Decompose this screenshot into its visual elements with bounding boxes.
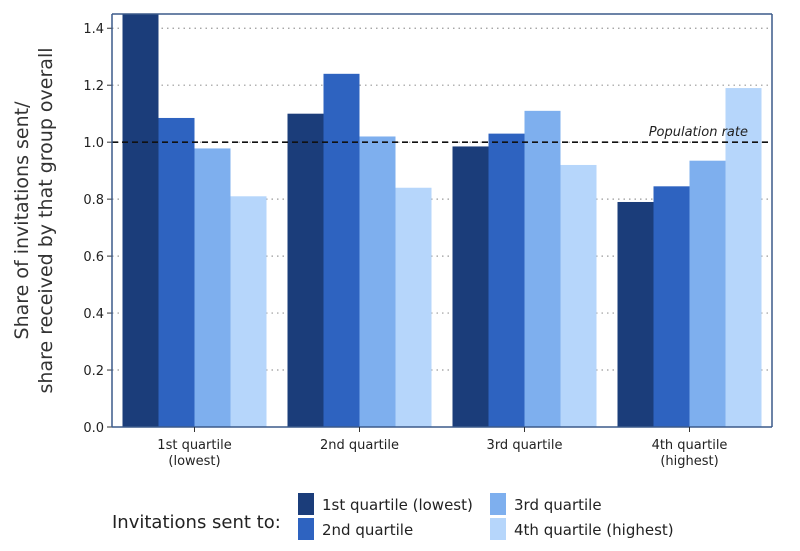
bar-2-1: [287, 113, 324, 428]
y-tick-label: 0.6: [83, 250, 104, 265]
bar-4-3: [689, 160, 726, 427]
legend-label-1: 1st quartile (lowest): [322, 496, 473, 514]
population-rate-label: Population rate: [649, 125, 748, 140]
x-axis-categories: 1st quartile(lowest) 2nd quartile 3rd quar…: [157, 427, 727, 469]
x-category-label: (lowest): [168, 454, 220, 469]
bar-4-1: [617, 201, 654, 427]
bar-4-2: [653, 186, 690, 427]
y-tick-label: 1.2: [83, 79, 104, 94]
y-tick-label: 0.8: [83, 193, 104, 208]
y-tick-label: 0.2: [83, 364, 104, 379]
legend-title: Invitations sent to:: [112, 512, 281, 533]
bar-3-2: [488, 133, 525, 428]
bar-3-1: [452, 146, 489, 427]
y-tick-label: 0.4: [83, 307, 104, 322]
y-tick-label: 1.0: [83, 136, 104, 151]
x-category-label: 4th quartile: [652, 438, 728, 453]
legend-swatch-3: [490, 493, 506, 515]
legend-label-2: 2nd quartile: [322, 521, 413, 539]
axes: [111, 13, 773, 428]
legend-label-4: 4th quartile (highest): [514, 521, 674, 539]
y-axis-title: Share of invitations sent/: [11, 101, 33, 340]
legend-swatch-4: [490, 518, 506, 540]
legend: Invitations sent to: 1st quartile (lowest…: [112, 493, 674, 540]
bar-2-4: [395, 187, 432, 427]
reference-line: Population rate: [112, 125, 772, 143]
legend-label-3: 3rd quartile: [514, 496, 602, 514]
bar-2-3: [359, 136, 396, 427]
y-axis-ticks: 0.0 0.2 0.4 0.6 0.8 1.0 1.2 1.4: [83, 22, 112, 436]
x-category-label: (highest): [660, 454, 718, 469]
bar-1-2: [158, 117, 195, 427]
y-tick-label: 1.4: [83, 22, 104, 37]
y-axis-label: Share of invitations sent/share received…: [11, 48, 57, 394]
x-category-label: 1st quartile: [157, 438, 231, 453]
bar-1-1: [122, 14, 159, 427]
legend-swatch-1: [298, 493, 314, 515]
legend-swatch-2: [298, 518, 314, 540]
bar-2-2: [323, 73, 360, 428]
bars: [122, 14, 762, 428]
bar-3-4: [560, 164, 597, 427]
bar-4-4: [725, 88, 762, 427]
y-tick-label: 0.0: [83, 421, 104, 436]
y-axis-title: share received by that group overall: [35, 48, 57, 394]
bar-1-3: [194, 148, 231, 428]
x-category-label: 3rd quartile: [487, 438, 563, 453]
bar-1-4: [230, 196, 267, 427]
x-category-label: 2nd quartile: [320, 438, 399, 453]
bar-3-3: [524, 110, 561, 428]
